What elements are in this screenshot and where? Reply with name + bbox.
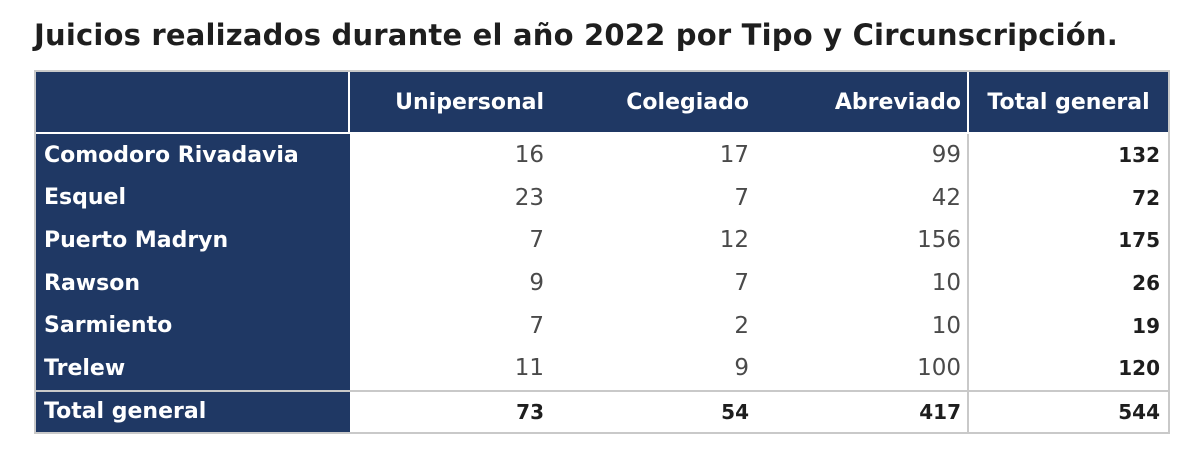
cell-colegiado: 9 [734, 355, 749, 382]
total-row-label: Total general [36, 391, 350, 432]
cell-abreviado: 156 [917, 227, 961, 254]
header-colegiado: Colegiado [626, 89, 749, 115]
cell-total: 132 [967, 134, 1168, 177]
total-row: Total general 73 54 417 544 [36, 389, 1168, 432]
header-unipersonal: Unipersonal [395, 89, 544, 115]
grand-total: 544 [967, 391, 1168, 432]
header-row: Unipersonal Colegiado Abreviado Total ge… [36, 72, 1168, 132]
cell-unipersonal: 11 [514, 355, 544, 382]
cell-unipersonal: 9 [529, 270, 544, 297]
table-row: Sarmiento 7 2 10 19 [36, 304, 1168, 347]
total-abreviado: 417 [919, 399, 961, 424]
cell-colegiado: 7 [734, 184, 749, 211]
cell-abreviado: 10 [931, 270, 961, 297]
cell-unipersonal: 7 [529, 312, 544, 339]
cell-total: 26 [967, 261, 1168, 305]
cell-abreviado: 100 [917, 355, 961, 382]
total-colegiado: 54 [721, 399, 749, 424]
cell-total: 175 [967, 219, 1168, 262]
header-total-general: Total general [967, 72, 1168, 132]
table-title: Juicios realizados durante el año 2022 p… [34, 18, 1118, 52]
header-abreviado: Abreviado [834, 89, 961, 115]
cell-total: 19 [967, 304, 1168, 347]
table-row: Comodoro Rivadavia 16 17 99 132 [36, 134, 1168, 177]
table-row: Puerto Madryn 7 12 156 175 [36, 219, 1168, 262]
data-table: Unipersonal Colegiado Abreviado Total ge… [34, 70, 1170, 434]
cell-abreviado: 99 [931, 142, 961, 169]
cell-colegiado: 12 [719, 227, 749, 254]
table-row: Rawson 9 7 10 26 [36, 261, 1168, 305]
row-label: Comodoro Rivadavia [36, 134, 350, 177]
row-label: Puerto Madryn [36, 219, 350, 262]
row-label: Sarmiento [36, 304, 350, 347]
cell-unipersonal: 7 [529, 227, 544, 254]
cell-abreviado: 10 [931, 312, 961, 339]
cell-total: 120 [967, 346, 1168, 390]
row-label: Esquel [36, 176, 350, 220]
row-label: Rawson [36, 261, 350, 305]
cell-unipersonal: 16 [514, 142, 544, 169]
cell-abreviado: 42 [931, 184, 961, 211]
table-row: Trelew 11 9 100 120 [36, 346, 1168, 390]
total-unipersonal: 73 [516, 399, 544, 424]
cell-unipersonal: 23 [514, 184, 544, 211]
cell-total: 72 [967, 176, 1168, 220]
cell-colegiado: 7 [734, 270, 749, 297]
table-row: Esquel 23 7 42 72 [36, 176, 1168, 220]
cell-colegiado: 2 [734, 312, 749, 339]
header-corner [36, 72, 350, 132]
cell-colegiado: 17 [719, 142, 749, 169]
row-label: Trelew [36, 346, 350, 390]
